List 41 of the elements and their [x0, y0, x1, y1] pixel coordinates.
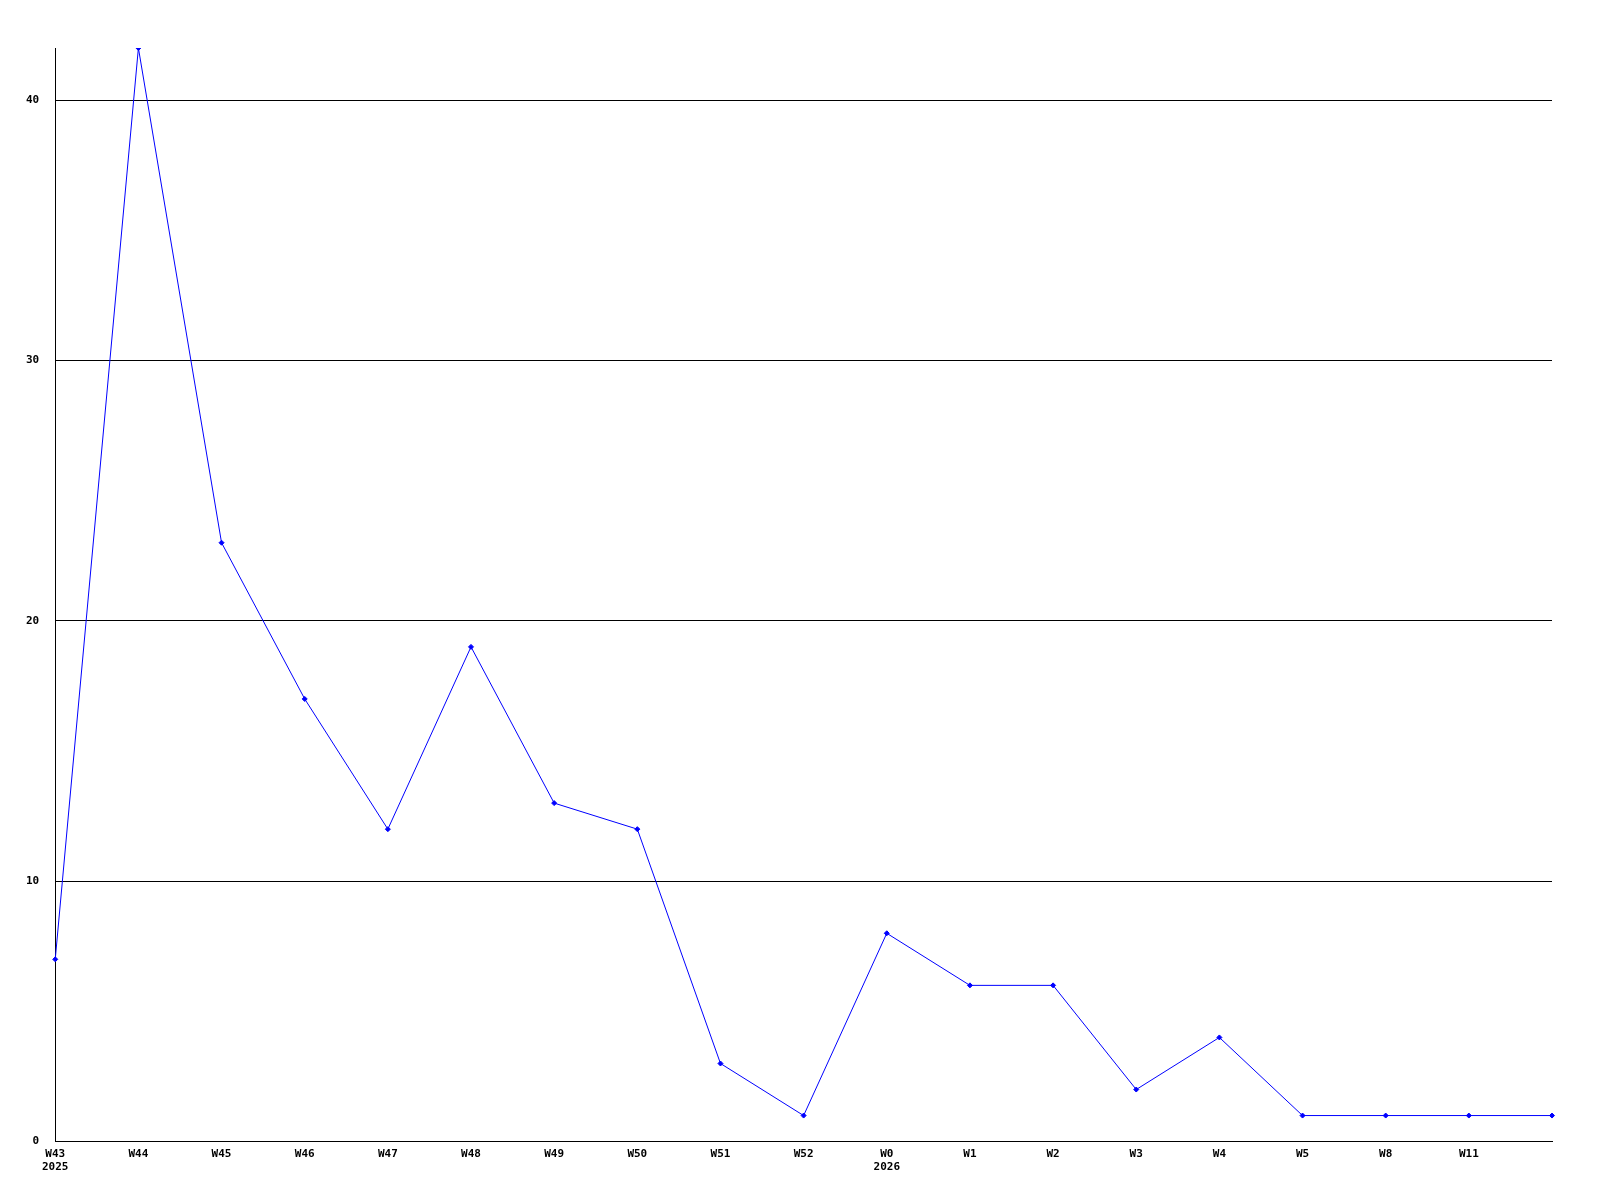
x-tick-label: W0 2026 — [873, 1147, 901, 1174]
point — [218, 539, 225, 546]
point — [384, 826, 391, 833]
point — [551, 800, 558, 807]
point — [468, 643, 475, 650]
x-tick-label: W4 — [1212, 1147, 1227, 1161]
x-tick-label: W49 — [544, 1147, 565, 1161]
point — [717, 1060, 724, 1067]
x-tick-label: W8 — [1379, 1147, 1393, 1161]
x-tick-label: W52 — [793, 1147, 814, 1161]
y-tick-label: 20 — [26, 613, 40, 627]
x-tick-label: W44 — [128, 1147, 149, 1161]
point — [634, 826, 641, 833]
x-tick-label: W50 — [627, 1147, 648, 1161]
point — [883, 930, 890, 937]
point — [1549, 1112, 1555, 1119]
y-tick-label: 30 — [26, 353, 40, 367]
x-tick-label: W45 — [211, 1147, 232, 1161]
point — [301, 695, 308, 702]
point — [52, 956, 59, 963]
point — [1133, 1086, 1140, 1093]
x-tick-label: W43 2025 — [42, 1147, 69, 1174]
x-tick-label: W1 — [963, 1147, 977, 1161]
x-tick-label: W46 — [294, 1147, 316, 1161]
point — [1382, 1112, 1389, 1119]
point — [1050, 982, 1057, 989]
x-tick-label: W5 — [1295, 1147, 1310, 1161]
y-tick-label: 0 — [32, 1134, 40, 1148]
point — [1216, 1034, 1223, 1041]
x-tick-label: W11 — [1458, 1147, 1480, 1161]
x-tick-label: W47 — [377, 1147, 398, 1161]
x-tick-label: W2 — [1046, 1147, 1060, 1161]
y-tick-label: 40 — [26, 92, 40, 106]
point — [966, 982, 973, 989]
point — [1465, 1112, 1472, 1119]
x-tick-label: W3 — [1129, 1147, 1143, 1161]
point — [800, 1112, 807, 1119]
x-tick-label: W48 — [461, 1147, 481, 1161]
point — [1299, 1112, 1306, 1119]
x-tick-label: W51 — [710, 1147, 731, 1161]
y-tick-label: 10 — [26, 874, 40, 888]
